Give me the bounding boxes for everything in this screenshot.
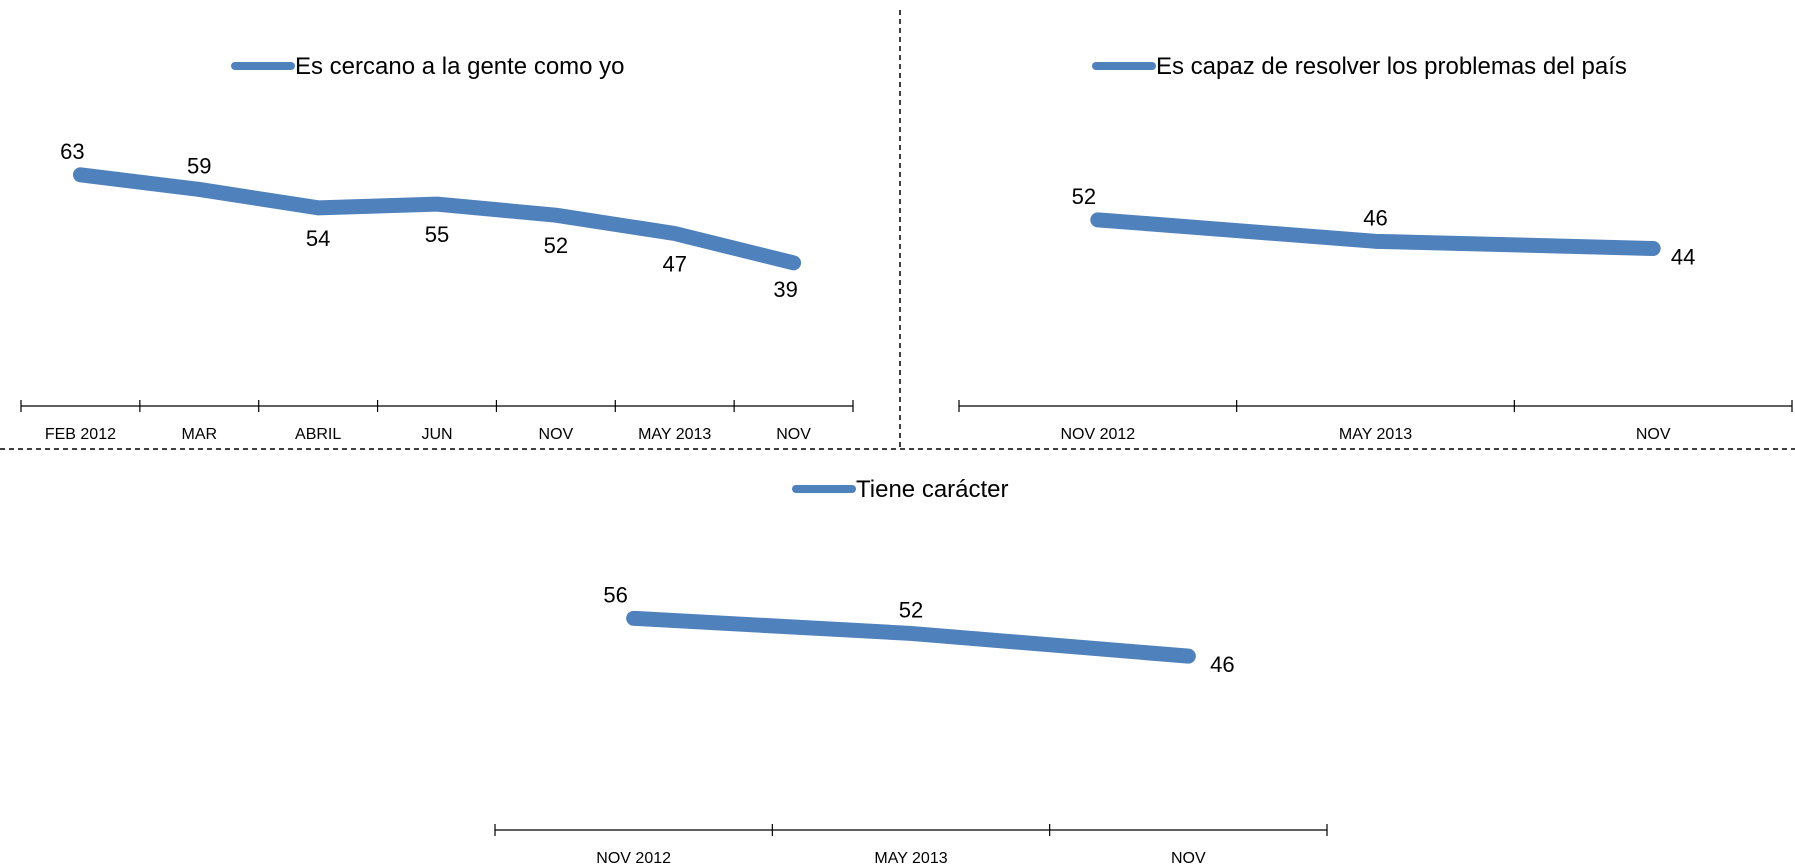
data-label: 46 xyxy=(1363,205,1387,230)
x-tick-label: MAR xyxy=(182,426,218,443)
x-tick-label: NOV xyxy=(1636,426,1671,443)
data-label: 47 xyxy=(662,252,686,277)
x-tick-label: FEB 2012 xyxy=(45,426,116,443)
x-tick-label: NOV xyxy=(1171,850,1206,867)
x-tick-label: NOV xyxy=(776,426,811,443)
data-label: 52 xyxy=(899,597,923,622)
x-tick-label: NOV xyxy=(539,426,574,443)
data-label: 59 xyxy=(187,153,211,178)
x-tick-label: MAY 2013 xyxy=(638,426,711,443)
data-label: 39 xyxy=(773,277,797,302)
data-label: 52 xyxy=(544,233,568,258)
line-series xyxy=(1090,212,1661,256)
x-tick-label: NOV 2012 xyxy=(1060,426,1135,443)
x-tick-label: NOV 2012 xyxy=(596,850,671,867)
x-tick-label: ABRIL xyxy=(295,426,341,443)
data-label: 54 xyxy=(306,226,330,251)
data-label: 63 xyxy=(60,139,84,164)
legend-label: Es cercano a la gente como yo xyxy=(295,53,625,80)
legend-label: Es capaz de resolver los problemas del p… xyxy=(1156,53,1627,80)
data-label: 52 xyxy=(1072,184,1096,209)
legend-label: Tiene carácter xyxy=(856,476,1009,503)
data-label: 55 xyxy=(425,222,449,247)
x-tick-label: MAY 2013 xyxy=(1339,426,1412,443)
data-label: 56 xyxy=(603,582,627,607)
data-label: 44 xyxy=(1671,244,1695,269)
x-tick-label: MAY 2013 xyxy=(874,850,947,867)
line-series xyxy=(72,167,802,271)
line-series xyxy=(626,610,1196,664)
data-label: 46 xyxy=(1210,652,1234,677)
x-tick-label: JUN xyxy=(421,426,452,443)
